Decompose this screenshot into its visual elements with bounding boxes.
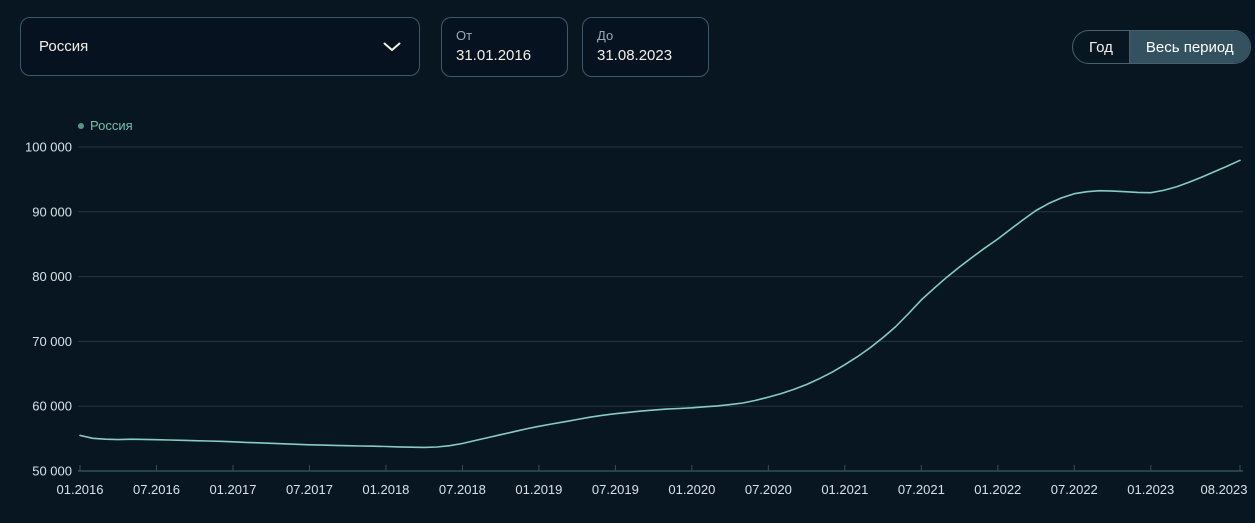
toggle-option-year[interactable]: Год — [1073, 31, 1130, 63]
date-to-field[interactable]: До 31.08.2023 — [582, 17, 709, 77]
svg-text:01.2023: 01.2023 — [1127, 482, 1174, 497]
svg-text:07.2018: 07.2018 — [439, 482, 486, 497]
svg-text:07.2020: 07.2020 — [745, 482, 792, 497]
svg-text:01.2022: 01.2022 — [974, 482, 1021, 497]
svg-text:70 000: 70 000 — [32, 334, 72, 349]
svg-text:01.2021: 01.2021 — [821, 482, 868, 497]
svg-text:01.2017: 01.2017 — [209, 482, 256, 497]
region-select[interactable]: Россия — [20, 17, 420, 76]
date-to-label: До — [597, 28, 614, 43]
chevron-down-icon — [383, 42, 401, 52]
svg-text:01.2016: 01.2016 — [57, 482, 104, 497]
svg-text:50 000: 50 000 — [32, 464, 72, 479]
svg-text:08.2023: 08.2023 — [1201, 482, 1248, 497]
legend-dot-icon — [78, 122, 84, 129]
svg-text:07.2019: 07.2019 — [592, 482, 639, 497]
svg-text:01.2019: 01.2019 — [515, 482, 562, 497]
period-toggle: Год Весь период — [1072, 30, 1251, 64]
legend-label: Россия — [90, 118, 133, 133]
salary-line-chart[interactable]: 50 000 60 000 70 000 80 000 90 000 100 000 01.… — [0, 100, 1255, 523]
region-select-value: Россия — [39, 38, 89, 55]
svg-text:80 000: 80 000 — [32, 269, 72, 284]
svg-text:100 000: 100 000 — [25, 140, 72, 155]
date-from-value: 31.01.2016 — [456, 47, 532, 64]
svg-text:07.2016: 07.2016 — [133, 482, 180, 497]
toggle-option-all-period[interactable]: Весь период — [1129, 31, 1250, 63]
svg-text:60 000: 60 000 — [32, 399, 72, 414]
date-from-label: От — [456, 28, 473, 43]
legend-item-russia[interactable]: Россия — [78, 118, 133, 133]
svg-text:90 000: 90 000 — [32, 204, 72, 219]
date-from-field[interactable]: От 31.01.2016 — [441, 17, 568, 77]
date-to-value: 31.08.2023 — [597, 47, 673, 64]
svg-text:01.2020: 01.2020 — [668, 482, 715, 497]
svg-text:07.2021: 07.2021 — [898, 482, 945, 497]
svg-text:01.2018: 01.2018 — [362, 482, 409, 497]
svg-text:07.2017: 07.2017 — [286, 482, 333, 497]
svg-text:07.2022: 07.2022 — [1051, 482, 1098, 497]
chart-area: Россия 50 000 60 000 70 000 80 000 90 000 100… — [0, 100, 1255, 523]
